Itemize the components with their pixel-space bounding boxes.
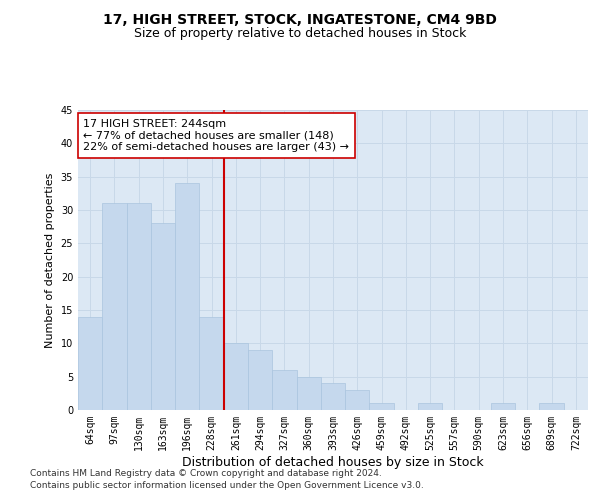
Text: Contains public sector information licensed under the Open Government Licence v3: Contains public sector information licen… — [30, 481, 424, 490]
Bar — [418, 404, 442, 410]
Bar — [272, 370, 296, 410]
Bar — [296, 376, 321, 410]
Bar — [539, 404, 564, 410]
Bar — [345, 390, 370, 410]
Text: Contains HM Land Registry data © Crown copyright and database right 2024.: Contains HM Land Registry data © Crown c… — [30, 468, 382, 477]
Text: 17 HIGH STREET: 244sqm
← 77% of detached houses are smaller (148)
22% of semi-de: 17 HIGH STREET: 244sqm ← 77% of detached… — [83, 119, 349, 152]
Y-axis label: Number of detached properties: Number of detached properties — [45, 172, 55, 348]
Bar — [199, 316, 224, 410]
Bar — [491, 404, 515, 410]
Bar — [370, 404, 394, 410]
Bar — [151, 224, 175, 410]
Bar — [321, 384, 345, 410]
Text: Size of property relative to detached houses in Stock: Size of property relative to detached ho… — [134, 28, 466, 40]
Bar — [102, 204, 127, 410]
Bar — [127, 204, 151, 410]
X-axis label: Distribution of detached houses by size in Stock: Distribution of detached houses by size … — [182, 456, 484, 468]
Bar — [224, 344, 248, 410]
Text: 17, HIGH STREET, STOCK, INGATESTONE, CM4 9BD: 17, HIGH STREET, STOCK, INGATESTONE, CM4… — [103, 12, 497, 26]
Bar — [78, 316, 102, 410]
Bar — [175, 184, 199, 410]
Bar — [248, 350, 272, 410]
